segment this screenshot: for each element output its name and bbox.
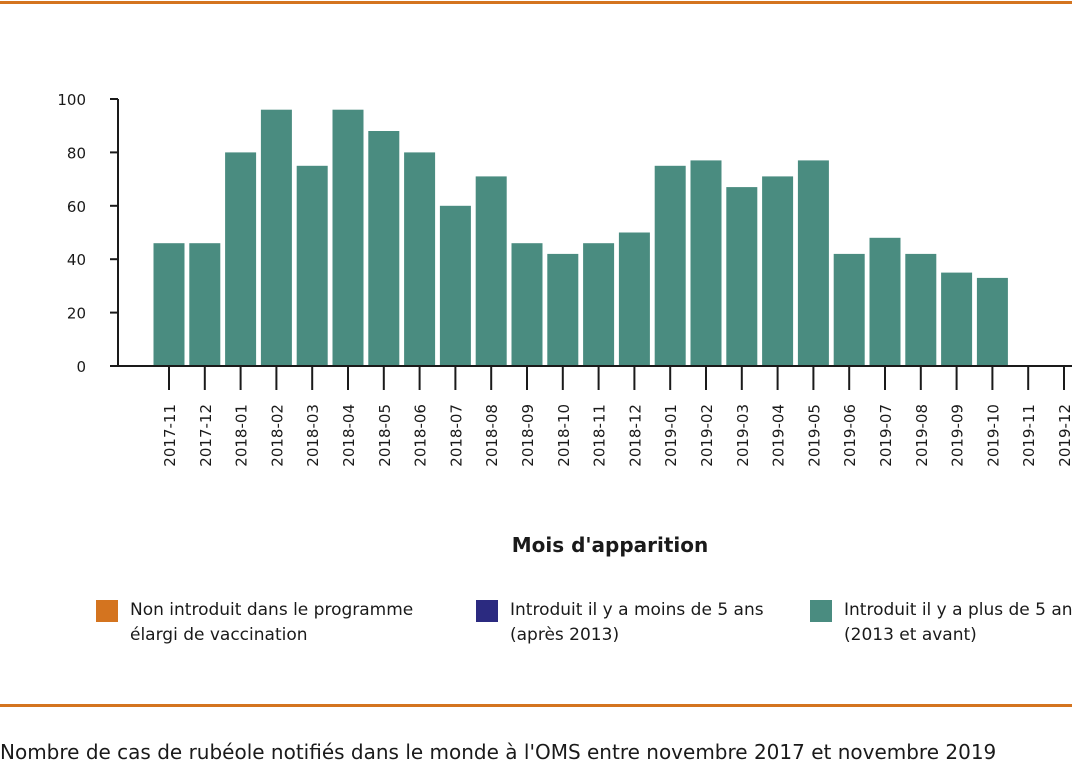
x-tick-label: 2019-09 (949, 404, 967, 467)
x-tick-label: 2019-02 (698, 404, 716, 467)
y-tick-label: 40 (67, 251, 86, 269)
bar-2019-04-s2 (762, 176, 794, 366)
x-tick-label: 2018-08 (483, 404, 501, 467)
y-tick-label: 60 (67, 198, 86, 216)
legend-label: Introduit il y a moins de 5 ans (après 20… (510, 600, 764, 645)
bar-2018-08-s2 (475, 176, 507, 366)
bar-2019-09-s2 (941, 272, 973, 366)
legend: Non introduit dans le programme élargi de… (96, 598, 1072, 658)
figure-caption: Nombre de cas de rubéole notifiés dans l… (0, 740, 997, 764)
y-tick-label: 100 (57, 91, 86, 109)
x-tick-label: 2019-07 (877, 404, 895, 467)
y-tick-label: 0 (76, 358, 86, 376)
legend-swatch-teal (810, 600, 832, 622)
x-tick-label: 2019-08 (913, 404, 931, 467)
x-tick-label: 2019-10 (984, 404, 1002, 467)
bar-2018-11-s2 (583, 243, 615, 366)
x-tick-label: 2018-03 (304, 404, 322, 467)
bar-2019-08-s2 (905, 253, 937, 366)
bar-2018-12-s2 (618, 232, 650, 366)
x-tick-label: 2018-10 (555, 404, 573, 467)
x-tick-label: 2019-06 (841, 404, 859, 467)
x-tick-label: 2019-03 (734, 404, 752, 467)
x-tick-label: 2018-01 (233, 404, 251, 467)
x-tick-label: 2017-11 (161, 404, 179, 467)
bars-layer (153, 109, 1008, 367)
legend-swatch-navy (476, 600, 498, 622)
legend-swatch-orange (96, 600, 118, 622)
x-tick-label: 2018-02 (268, 404, 286, 467)
x-tick-label: 2018-12 (626, 404, 644, 467)
bar-2018-04-s2 (332, 109, 364, 366)
x-tick-label: 2019-01 (662, 404, 680, 467)
x-tick-label: 2018-06 (412, 404, 430, 467)
bar-2019-02-s2 (690, 160, 722, 366)
x-tick-label: 2019-11 (1020, 404, 1038, 467)
legend-label: Introduit il y a plus de 5 ans (2013 et a… (844, 600, 1072, 645)
bar-2019-03-s2 (726, 187, 758, 366)
x-tick-label: 2017-12 (197, 404, 215, 467)
bar-2018-09-s2 (511, 243, 543, 366)
bar-2019-10-s2 (976, 277, 1008, 366)
x-tick-label: 2018-09 (519, 404, 537, 467)
x-tick-label: 2018-07 (447, 404, 465, 467)
bar-2018-01-s2 (225, 152, 257, 366)
bar-2019-07-s2 (869, 237, 901, 366)
bar-2018-02-s2 (260, 109, 292, 366)
bar-2019-06-s2 (833, 253, 865, 366)
bar-2018-05-s2 (368, 131, 400, 366)
bar-2018-06-s2 (404, 152, 436, 366)
x-tick-label: 2019-12 (1056, 404, 1072, 467)
bar-2018-03-s2 (296, 165, 328, 367)
x-tick-label: 2019-04 (770, 404, 788, 467)
axes-layer (117, 99, 1072, 367)
x-tick-label: 2018-05 (376, 404, 394, 467)
bar-2019-05-s2 (797, 160, 829, 366)
y-tick-label: 80 (67, 144, 86, 162)
y-tick-label: 20 (67, 305, 86, 323)
bottom-rule (0, 704, 1072, 707)
bar-2019-01-s2 (654, 165, 686, 367)
bar-2018-07-s2 (439, 205, 471, 366)
bar-2017-11-s2 (153, 243, 185, 366)
top-rule (0, 1, 1072, 4)
bar-chart: 0 20 40 60 80 100 2017-11 2017-12 2018-01 2018-02… (57, 91, 1072, 557)
legend-label: Non introduit dans le programme élargi de… (130, 600, 414, 645)
x-tick-label: 2019-05 (805, 404, 823, 467)
bar-2017-12-s2 (189, 243, 221, 366)
bar-2018-10-s2 (547, 253, 579, 366)
x-axis-title: Mois d'apparition (512, 533, 709, 557)
x-tick-label: 2018-04 (340, 404, 358, 467)
ticks-layer: 0 20 40 60 80 100 2017-11 2017-12 2018-01 2018-02… (57, 91, 1072, 467)
x-tick-label: 2018-11 (591, 404, 609, 467)
